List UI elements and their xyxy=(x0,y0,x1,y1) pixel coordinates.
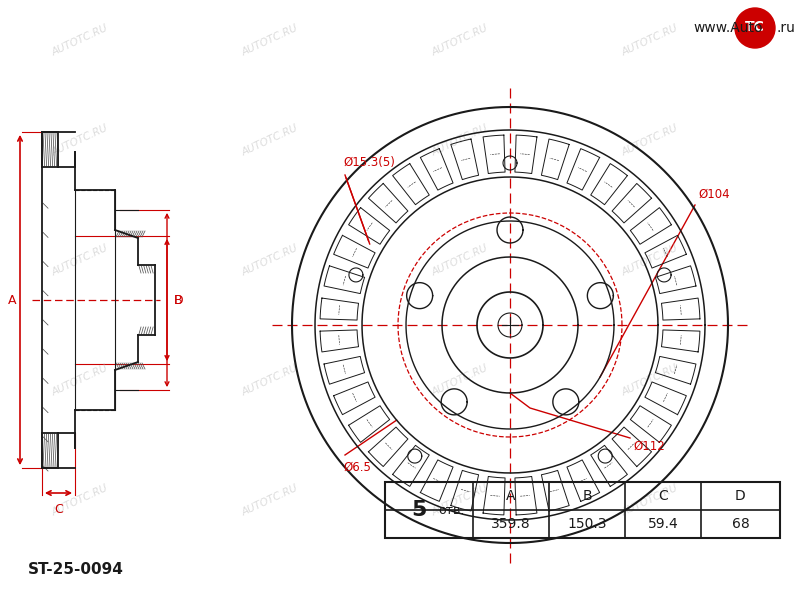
Text: C: C xyxy=(658,489,668,503)
Text: A: A xyxy=(506,489,516,503)
Text: AUTOTC.RU: AUTOTC.RU xyxy=(430,23,490,58)
Text: B: B xyxy=(582,489,592,503)
Bar xyxy=(385,482,780,538)
Text: AUTOTC.RU: AUTOTC.RU xyxy=(240,362,300,397)
Text: 68: 68 xyxy=(732,517,750,531)
Text: AUTOTC.RU: AUTOTC.RU xyxy=(620,242,680,277)
Text: AUTOTC.RU: AUTOTC.RU xyxy=(50,23,110,58)
Text: D: D xyxy=(735,489,746,503)
Text: AUTOTC.RU: AUTOTC.RU xyxy=(430,122,490,157)
Text: TC: TC xyxy=(745,20,765,34)
Text: AUTOTC.RU: AUTOTC.RU xyxy=(240,23,300,58)
Text: AUTOTC.RU: AUTOTC.RU xyxy=(430,482,490,517)
Circle shape xyxy=(735,8,775,48)
Text: AUTOTC.RU: AUTOTC.RU xyxy=(240,242,300,277)
Text: A: A xyxy=(8,293,16,307)
Text: AUTOTC.RU: AUTOTC.RU xyxy=(430,362,490,397)
Text: AUTOTC.RU: AUTOTC.RU xyxy=(620,362,680,397)
Text: AUTOTC.RU: AUTOTC.RU xyxy=(240,482,300,517)
Text: AUTOTC.RU: AUTOTC.RU xyxy=(50,242,110,277)
Text: www.Auto: www.Auto xyxy=(693,21,762,35)
Text: AUTOTC.RU: AUTOTC.RU xyxy=(620,23,680,58)
Text: AUTOTC.RU: AUTOTC.RU xyxy=(50,482,110,517)
Text: Ø112: Ø112 xyxy=(633,440,665,453)
Text: D: D xyxy=(174,293,184,307)
Text: AUTOTC.RU: AUTOTC.RU xyxy=(50,122,110,157)
Text: B: B xyxy=(174,293,182,307)
Text: 150.3: 150.3 xyxy=(567,517,606,531)
Text: ST-25-0094: ST-25-0094 xyxy=(28,563,124,577)
Text: 59.4: 59.4 xyxy=(648,517,678,531)
Text: 5: 5 xyxy=(410,500,426,520)
Text: .ru: .ru xyxy=(777,21,796,35)
Text: Ø6.5: Ø6.5 xyxy=(343,461,371,474)
Text: AUTOTC.RU: AUTOTC.RU xyxy=(50,362,110,397)
Text: AUTOTC.RU: AUTOTC.RU xyxy=(620,482,680,517)
Text: C: C xyxy=(54,503,63,516)
Text: AUTOTC.RU: AUTOTC.RU xyxy=(620,122,680,157)
Text: Ø104: Ø104 xyxy=(698,188,730,201)
Text: Ø15.3(5): Ø15.3(5) xyxy=(343,156,395,169)
Text: отв.: отв. xyxy=(438,503,464,517)
Text: 359.8: 359.8 xyxy=(491,517,531,531)
Text: AUTOTC.RU: AUTOTC.RU xyxy=(240,122,300,157)
Text: AUTOTC.RU: AUTOTC.RU xyxy=(430,242,490,277)
